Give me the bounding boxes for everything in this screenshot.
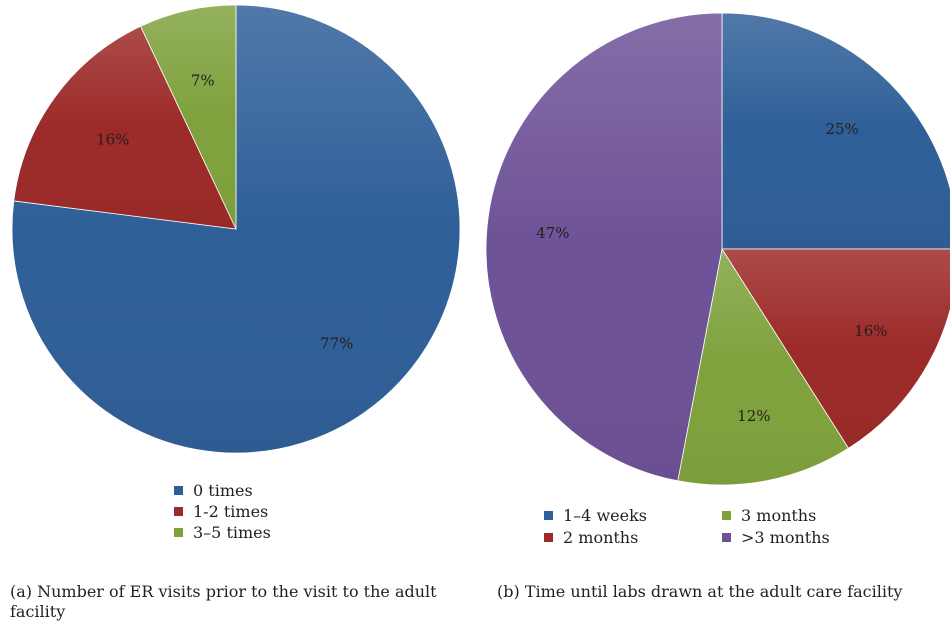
data-label-3-months: 12% [737, 407, 770, 425]
legend-swatch-3-5-times [174, 528, 183, 537]
data-label-3-5-times: 7% [191, 71, 215, 89]
data-label-1-4-weeks: 25% [825, 120, 858, 138]
data-label-2-months: 16% [854, 322, 887, 340]
caption-b: (b) Time until labs drawn at the adult c… [497, 582, 903, 601]
caption-a: (a) Number of ER visits prior to the vis… [10, 582, 437, 621]
data-label-over-3-months: 47% [536, 224, 569, 242]
data-label-0-times: 77% [320, 334, 353, 352]
legend-item-1-2-times: 1-2 times [174, 502, 268, 521]
legend-label-0-times: 0 times [193, 481, 253, 500]
legend-item-3-months: 3 months [722, 506, 816, 525]
legend-swatch-2-months [544, 533, 553, 542]
legend-item-3-5-times: 3–5 times [174, 523, 271, 542]
legend-item-2-months: 2 months [544, 528, 638, 547]
legend-swatch-3-months [722, 511, 731, 520]
legend-label-1-2-times: 1-2 times [193, 502, 268, 521]
legend-label-over-3-months: >3 months [741, 528, 830, 547]
legend-label-3-5-times: 3–5 times [193, 523, 271, 542]
legend-label-1-4-weeks: 1–4 weeks [563, 506, 647, 525]
pie-chart-time-until-labs: 25% 16% 12% 47% 1–4 weeks 2 months 3 months >3 … [485, 12, 950, 547]
legend-label-3-months: 3 months [741, 506, 816, 525]
legend-item-over-3-months: >3 months [722, 528, 830, 547]
data-label-1-2-times: 16% [96, 130, 129, 148]
legend-swatch-0-times [174, 486, 183, 495]
legend-item-0-times: 0 times [174, 481, 253, 500]
pie-chart-er-visits: 77% 16% 7% 0 times 1-2 times 3–5 times [11, 4, 461, 542]
legend-item-1-4-weeks: 1–4 weeks [544, 506, 647, 525]
legend-swatch-over-3-months [722, 533, 731, 542]
legend-label-2-months: 2 months [563, 528, 638, 547]
legend-swatch-1-4-weeks [544, 511, 553, 520]
pie-slice-over-3-months [485, 12, 723, 482]
legend-swatch-1-2-times [174, 507, 183, 516]
